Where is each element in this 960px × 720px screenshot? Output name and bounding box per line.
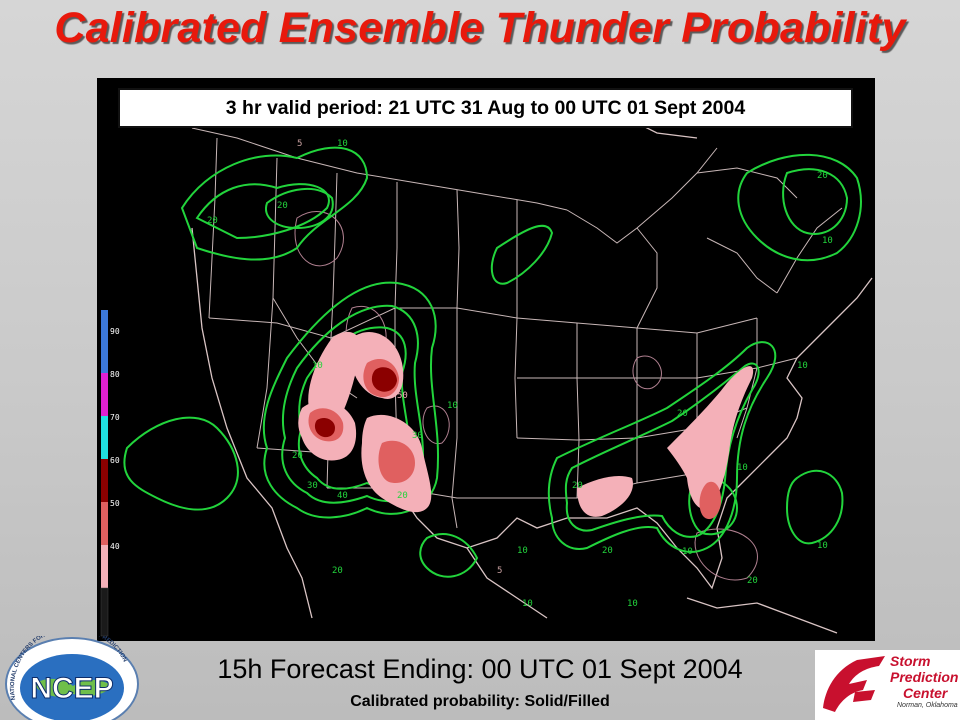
contour-label: 20: [397, 491, 408, 501]
legend-swatch: [101, 416, 108, 459]
slide-title: Calibrated Ensemble Thunder Probability: [54, 4, 906, 52]
legend-label: 90: [110, 327, 120, 336]
contour-label: 10: [312, 361, 323, 371]
contour-label: 20: [207, 216, 218, 226]
spc-word-center: Center: [903, 685, 948, 701]
contour-label: 20: [572, 481, 583, 491]
forecast-ending: 15h Forecast Ending: 00 UTC 01 Sept 2004: [217, 654, 743, 684]
legend-label: 60: [110, 456, 120, 465]
contour-label: 20: [292, 451, 303, 461]
contour-label: 10: [682, 547, 693, 557]
probability-caption: Calibrated probability: Solid/Filled: [350, 693, 610, 710]
contour-label: 10: [517, 546, 528, 556]
contour-label: 30: [307, 481, 318, 491]
map-svg: 20 20 10 20 10 10 30 20 30 20 10 20 20 1…: [100, 107, 873, 637]
contour-label: 5: [297, 139, 302, 149]
contour-label: 20: [677, 409, 688, 419]
contour-label: 10: [797, 361, 808, 371]
contour-label: 50: [397, 391, 408, 401]
spc-word-storm: Storm: [890, 653, 931, 669]
contour-label: 20: [277, 201, 288, 211]
contour-label: 10: [447, 401, 458, 411]
legend-label: 40: [110, 542, 120, 551]
legend-swatch: [100, 587, 109, 637]
legend-swatch: [101, 310, 108, 330]
contour-label: 10: [522, 599, 533, 609]
spc-logo: Storm Prediction Center Norman, Oklahoma: [815, 650, 960, 720]
spc-location: Norman, Oklahoma: [897, 702, 958, 709]
uncalibrated-contours: [294, 211, 758, 581]
coastlines: [191, 107, 873, 634]
legend-swatch: [101, 502, 108, 545]
contour-label: 10: [822, 236, 833, 246]
contour-label: 10: [737, 463, 748, 473]
contour-label: 60: [337, 439, 348, 449]
legend-label: 50: [110, 499, 120, 508]
filled-probabilities: [298, 331, 754, 520]
probability-map: 20 20 10 20 10 10 30 20 30 20 10 20 20 1…: [97, 78, 875, 641]
contour-label: 10: [337, 139, 348, 149]
contour-labels: 20 20 10 20 10 10 30 20 30 20 10 20 20 1…: [207, 139, 833, 609]
ncep-logo: NATIONAL CENTERS FOR ENVIRONMENTAL PREDI…: [5, 636, 139, 720]
contour-label: 20: [747, 576, 758, 586]
green-contours: [123, 146, 862, 578]
ncep-wordmark: NCEP: [30, 672, 113, 705]
contour-label: 20: [332, 566, 343, 576]
contour-label: 20: [602, 546, 613, 556]
valid-period-box: 3 hr valid period: 21 UTC 31 Aug to 00 U…: [118, 88, 853, 128]
continent-icon: [33, 678, 113, 697]
legend-swatch: [101, 459, 108, 502]
legend-swatch: [101, 330, 108, 373]
contour-label: 5: [497, 566, 502, 576]
spc-swoosh-icon: [823, 656, 885, 712]
spc-word-prediction: Prediction: [890, 669, 959, 685]
contour-label: 30: [412, 431, 423, 441]
probability-legend: 90 80 70 60 50 40: [100, 310, 120, 637]
contour-label: 10: [817, 541, 828, 551]
legend-swatch: [101, 545, 108, 588]
contour-label: 10: [627, 599, 638, 609]
legend-label: 80: [110, 370, 120, 379]
contour-label: 40: [337, 491, 348, 501]
legend-swatch: [101, 373, 108, 416]
contour-label: 20: [817, 171, 828, 181]
legend-label: 70: [110, 413, 120, 422]
